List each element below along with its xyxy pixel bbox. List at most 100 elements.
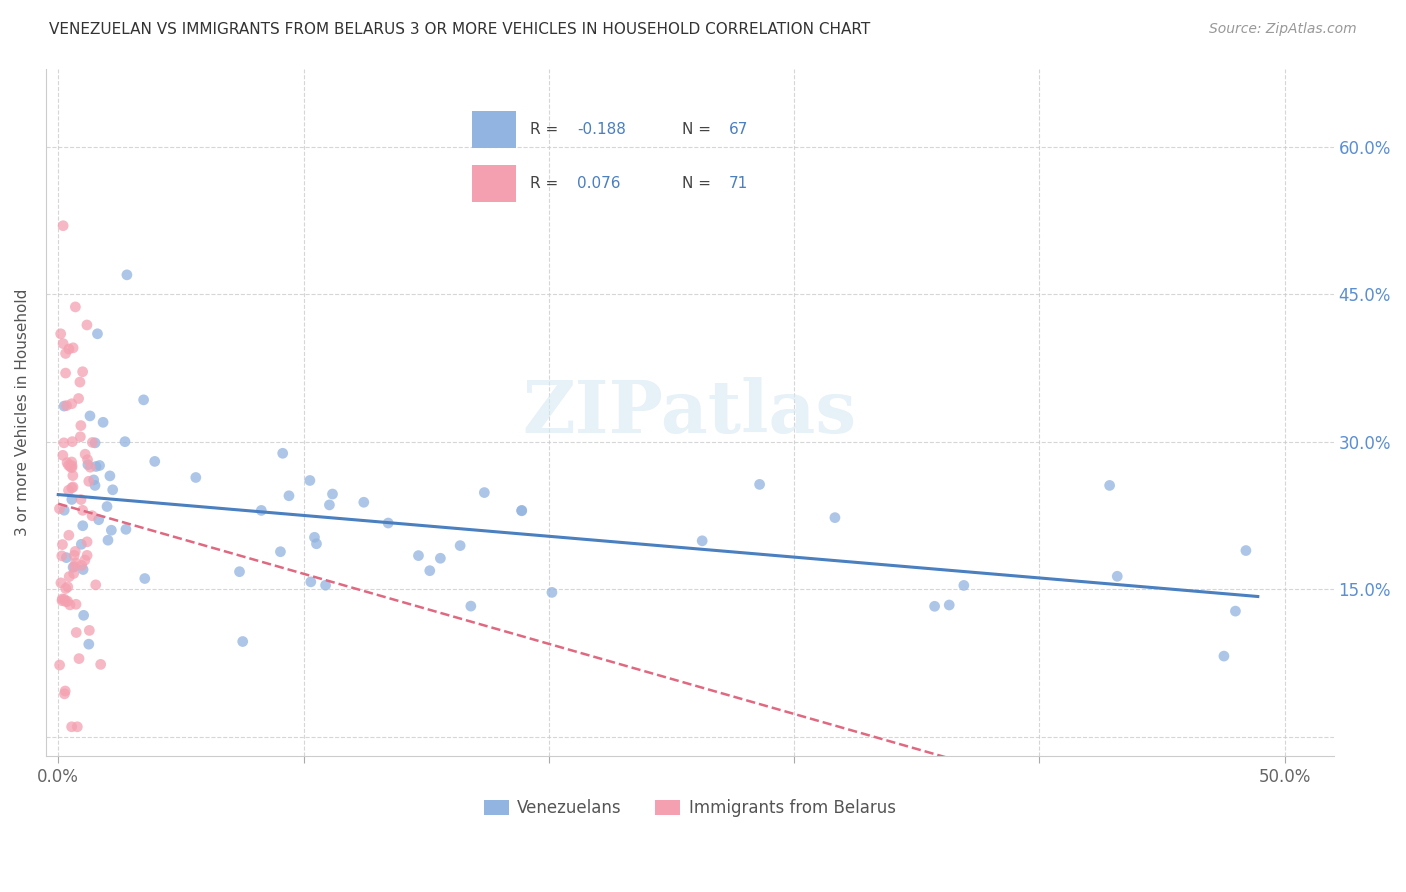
Point <box>53 687 76 701</box>
Point <box>55 582 77 596</box>
Point <box>76 318 98 332</box>
Point <box>49 575 72 590</box>
Point <box>51 549 73 563</box>
Point <box>60 460 83 475</box>
Point <box>101 483 124 497</box>
Point <box>72 518 94 533</box>
Point <box>1213 649 1236 664</box>
Point <box>56 594 79 608</box>
Point <box>55 399 77 413</box>
Point <box>690 533 713 548</box>
Point <box>73 553 96 567</box>
Point <box>53 684 76 698</box>
Point <box>62 468 84 483</box>
Point <box>924 599 946 614</box>
Point <box>53 592 76 607</box>
Point <box>60 455 83 469</box>
Point <box>321 487 343 501</box>
Point <box>58 342 80 356</box>
Point <box>58 458 80 473</box>
Point <box>541 585 564 599</box>
Point <box>51 591 73 606</box>
Point <box>58 528 80 542</box>
Point <box>49 326 72 341</box>
Point <box>76 549 98 563</box>
Point <box>305 537 328 551</box>
Point <box>76 534 98 549</box>
Point <box>60 720 83 734</box>
Point <box>1225 604 1247 618</box>
Point <box>84 478 107 492</box>
Point <box>63 549 86 563</box>
Point <box>55 595 77 609</box>
Point <box>115 268 138 282</box>
Point <box>84 459 107 474</box>
Point <box>86 326 108 341</box>
Point <box>58 569 80 583</box>
Point <box>472 485 495 500</box>
Point <box>65 300 87 314</box>
Point <box>419 564 441 578</box>
Point <box>59 459 82 474</box>
Point <box>72 562 94 576</box>
Text: ZIPatlas: ZIPatlas <box>523 377 856 448</box>
Point <box>299 574 322 589</box>
Point <box>72 365 94 379</box>
Point <box>52 435 75 450</box>
Point <box>228 565 250 579</box>
Point <box>60 481 83 495</box>
Point <box>65 597 87 611</box>
Point <box>67 651 90 665</box>
Point <box>48 658 70 673</box>
Point <box>75 447 97 461</box>
Point <box>953 578 976 592</box>
Point <box>1098 478 1121 492</box>
Point <box>115 522 138 536</box>
Point <box>65 544 87 558</box>
Point <box>62 566 84 581</box>
Point <box>60 458 83 473</box>
Point <box>55 550 77 565</box>
Point <box>304 530 326 544</box>
Text: Source: ZipAtlas.com: Source: ZipAtlas.com <box>1209 22 1357 37</box>
Point <box>460 599 482 613</box>
Point <box>1234 543 1257 558</box>
Point <box>132 392 155 407</box>
Point <box>62 341 84 355</box>
Point <box>55 366 77 380</box>
Point <box>60 434 83 449</box>
Point <box>70 492 93 507</box>
Point <box>70 537 93 551</box>
Point <box>90 657 112 672</box>
Point <box>66 720 89 734</box>
Point <box>52 448 75 462</box>
Point <box>52 336 75 351</box>
Point <box>232 634 254 648</box>
Point <box>62 560 84 574</box>
Point <box>134 572 156 586</box>
Point <box>79 409 101 423</box>
Point <box>250 503 273 517</box>
Point <box>449 539 471 553</box>
Point <box>87 513 110 527</box>
Point <box>58 483 80 498</box>
Point <box>97 533 120 548</box>
Point <box>91 415 114 429</box>
Point <box>70 558 93 573</box>
Point <box>65 625 87 640</box>
Point <box>69 375 91 389</box>
Point <box>48 501 70 516</box>
Point <box>51 593 73 607</box>
Y-axis label: 3 or more Vehicles in Household: 3 or more Vehicles in Household <box>15 289 30 536</box>
Point <box>271 446 294 460</box>
Point <box>60 492 83 507</box>
Point <box>53 399 76 413</box>
Point <box>82 508 104 523</box>
Point <box>51 538 73 552</box>
Point <box>55 346 77 360</box>
Point <box>83 473 105 487</box>
Point <box>69 430 91 444</box>
Point <box>63 559 86 574</box>
Point <box>52 219 75 233</box>
Point <box>56 456 79 470</box>
